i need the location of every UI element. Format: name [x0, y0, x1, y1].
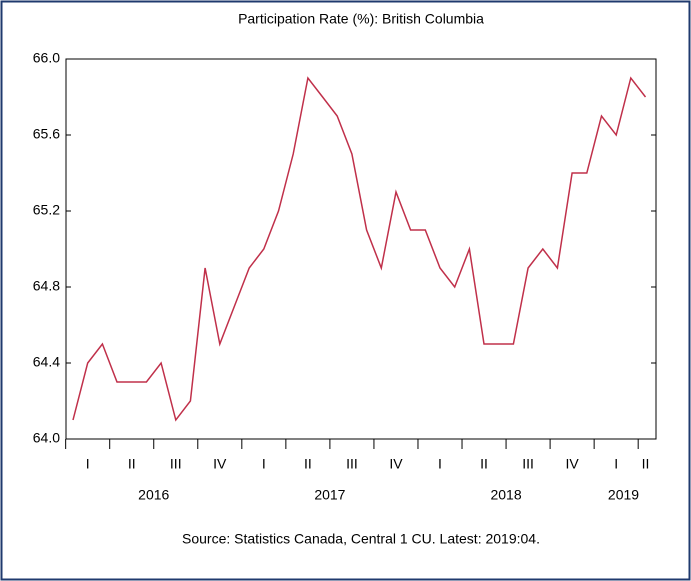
- year-label: 2019: [608, 487, 639, 503]
- source-note: Source: Statistics Canada, Central 1 CU.…: [182, 531, 540, 547]
- x-tick-label: II: [128, 456, 136, 472]
- x-tick-label: I: [614, 456, 618, 472]
- x-tick-label: IV: [389, 456, 403, 472]
- x-tick-label: III: [522, 456, 534, 472]
- x-tick-label: II: [642, 456, 650, 472]
- year-label: 2016: [138, 487, 169, 503]
- x-tick-label: I: [438, 456, 442, 472]
- x-tick-label: I: [86, 456, 90, 472]
- y-tick-label: 64.8: [33, 278, 60, 294]
- y-tick-label: 65.6: [33, 126, 60, 142]
- data-line: [72, 76, 647, 422]
- x-tick-label: II: [304, 456, 312, 472]
- x-tick-label: III: [170, 456, 182, 472]
- x-tick-label: IV: [213, 456, 227, 472]
- y-tick-label: 66.0: [33, 50, 60, 66]
- y-tick-label: 64.4: [33, 354, 60, 370]
- y-tick-label: 65.2: [33, 202, 60, 218]
- year-label: 2017: [314, 487, 345, 503]
- plot-area: [65, 58, 657, 440]
- x-tick-label: II: [480, 456, 488, 472]
- chart-title: Participation Rate (%): British Columbia: [238, 11, 484, 27]
- x-tick-label: III: [346, 456, 358, 472]
- y-tick-label: 64.0: [33, 430, 60, 446]
- x-tick-label: IV: [566, 456, 580, 472]
- x-tick-label: I: [262, 456, 266, 472]
- year-label: 2018: [490, 487, 521, 503]
